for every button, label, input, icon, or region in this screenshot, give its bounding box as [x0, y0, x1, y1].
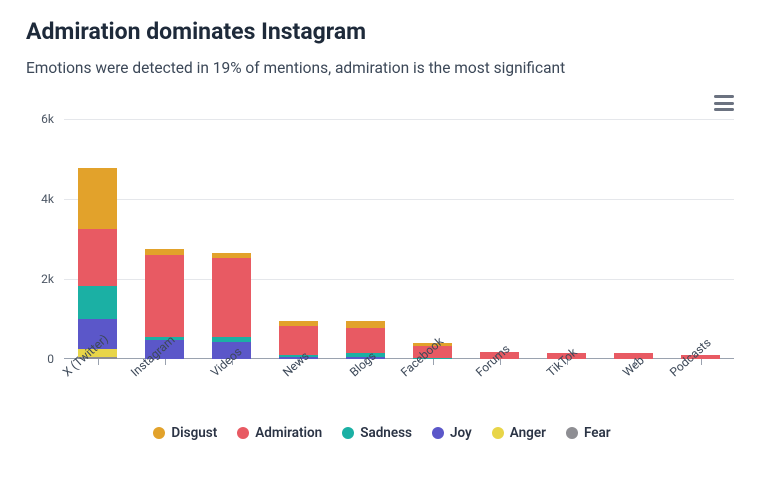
chart-subtitle: Emotions were detected in 19% of mention… [26, 59, 738, 77]
bar-segment [212, 253, 251, 258]
legend-swatch [153, 427, 165, 439]
gridline [64, 199, 734, 200]
y-tick-label: 0 [47, 352, 54, 366]
legend-swatch [566, 427, 578, 439]
bar-segment [78, 286, 117, 319]
bar-segment [78, 229, 117, 286]
legend-label: Admiration [255, 425, 322, 441]
legend-item[interactable]: Disgust [153, 425, 217, 441]
chart-title: Admiration dominates Instagram [26, 18, 738, 45]
bar-segment [212, 337, 251, 343]
bar-segment [145, 255, 184, 337]
legend: Disgust Admiration Sadness Joy Anger Fear [26, 425, 738, 441]
bar-segment [279, 321, 318, 326]
legend-swatch [342, 427, 354, 439]
chart-area: 02k4k6k X (Twitter)InstagramVideosNewsBl… [30, 119, 738, 419]
x-axis-labels: X (Twitter)InstagramVideosNewsBlogsFaceb… [64, 359, 734, 419]
legend-item[interactable]: Admiration [237, 425, 322, 441]
bar-segment [145, 249, 184, 255]
legend-label: Fear [584, 425, 611, 441]
legend-label: Disgust [171, 425, 217, 441]
bar[interactable] [78, 168, 117, 359]
y-tick-label: 4k [41, 192, 54, 206]
legend-swatch [237, 427, 249, 439]
legend-item[interactable]: Fear [566, 425, 611, 441]
y-tick-label: 6k [41, 112, 54, 126]
legend-swatch [492, 427, 504, 439]
legend-label: Sadness [360, 425, 412, 441]
y-tick-label: 2k [41, 272, 54, 286]
bar-segment [346, 321, 385, 328]
legend-swatch [432, 427, 444, 439]
bar[interactable] [212, 253, 251, 359]
legend-label: Anger [510, 425, 546, 441]
legend-item[interactable]: Anger [492, 425, 546, 441]
chart-menu-icon[interactable] [714, 95, 734, 111]
bar-segment [346, 328, 385, 354]
gridline [64, 119, 734, 120]
y-axis: 02k4k6k [30, 119, 60, 359]
legend-label: Joy [450, 425, 472, 441]
legend-item[interactable]: Joy [432, 425, 472, 441]
plot-area [64, 119, 734, 359]
bar-segment [212, 258, 251, 336]
bar-segment [78, 168, 117, 230]
legend-item[interactable]: Sadness [342, 425, 412, 441]
